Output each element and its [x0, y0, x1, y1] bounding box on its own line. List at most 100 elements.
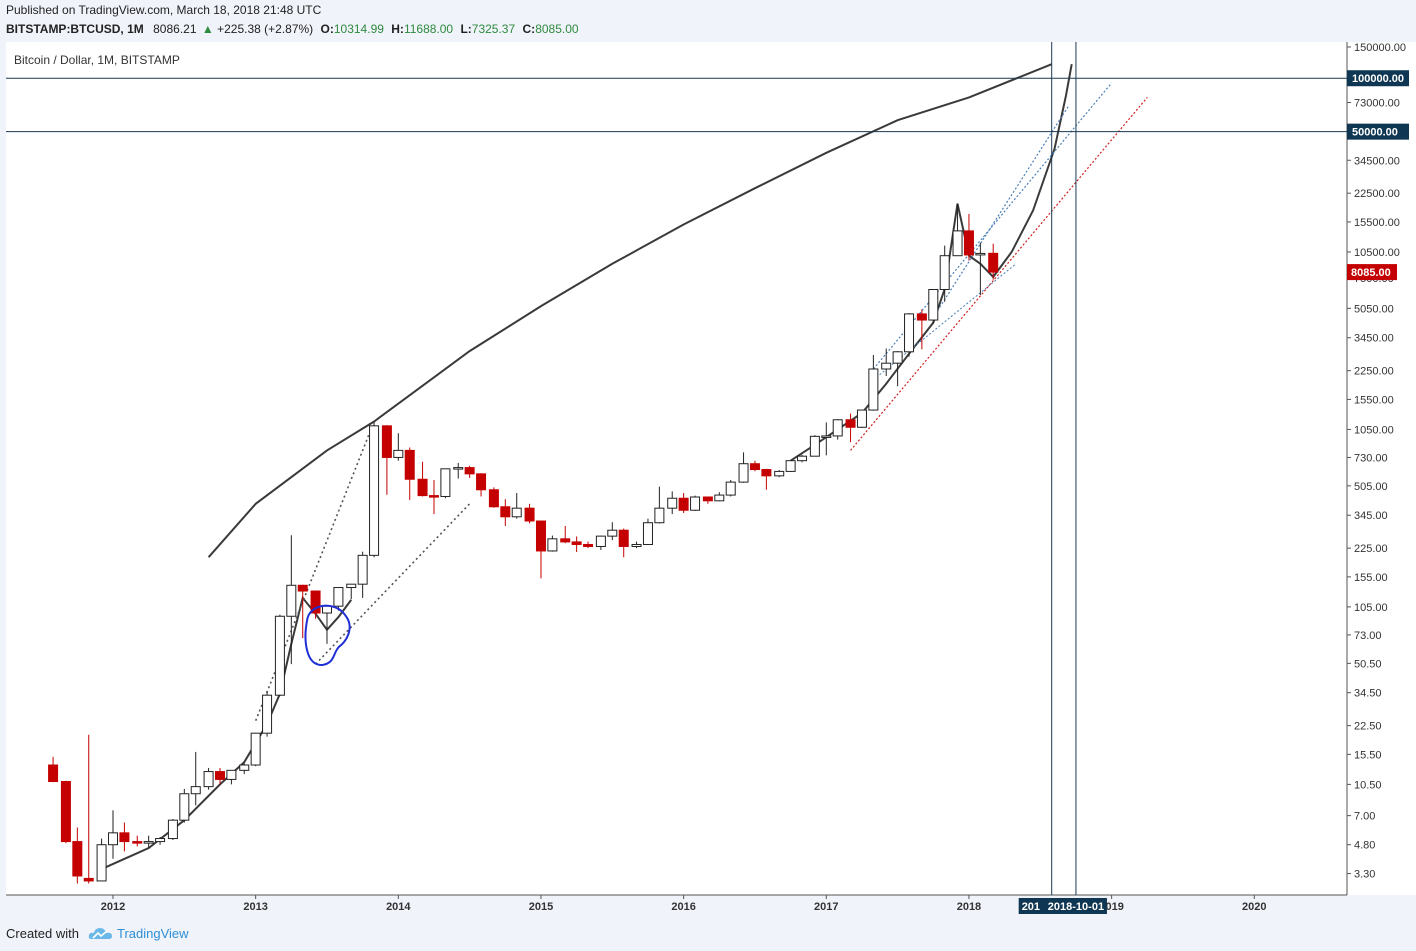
- y-tick-label: 225.00: [1354, 543, 1388, 555]
- low-value: 7325.37: [471, 22, 516, 36]
- candle-down: [48, 764, 59, 783]
- candle-up: [357, 554, 368, 585]
- last-price: 8086.21: [153, 22, 197, 36]
- candle-down: [404, 449, 415, 480]
- y-tick-label: 2250.00: [1354, 366, 1394, 378]
- candle-down: [702, 496, 713, 502]
- candle-up: [714, 494, 725, 502]
- vertical-line-label-bg: [1018, 898, 1052, 914]
- candle-down: [618, 529, 629, 547]
- vertical-line-label-bg: [1044, 898, 1107, 914]
- last-price-label: 8085.00: [1351, 267, 1391, 279]
- candle-up: [975, 252, 986, 256]
- symbol-label: BITSTAMP:BTCUSD, 1M: [6, 22, 144, 36]
- open-value: 10314.99: [333, 22, 384, 36]
- candle-up: [226, 769, 237, 780]
- candle-up: [797, 455, 808, 462]
- x-tick-label: 2018: [957, 901, 981, 913]
- candle-up: [286, 584, 297, 617]
- open-label: O:: [320, 22, 334, 36]
- tradingview-brand[interactable]: TradingView: [117, 926, 189, 941]
- dotted-trendline: [315, 503, 471, 665]
- chart-header: Published on TradingView.com, March 18, …: [0, 0, 1416, 42]
- candle-down: [761, 469, 772, 477]
- y-tick-label: 4.80: [1354, 840, 1375, 852]
- overlays: 100000.00 50000.00 201 2018-10-01 8085.00: [6, 42, 1409, 914]
- candle-up: [369, 425, 380, 556]
- y-tick-label: 730.00: [1354, 452, 1388, 464]
- candle-down: [297, 584, 308, 592]
- candle-up: [725, 481, 736, 496]
- candle-up: [203, 771, 214, 788]
- candle-up: [607, 529, 618, 537]
- candle-down: [488, 489, 499, 508]
- y-tick-label: 505.00: [1354, 481, 1388, 493]
- candle-up: [346, 583, 357, 589]
- footer: Created with TradingView: [0, 919, 1416, 951]
- y-tick-label: 15500.00: [1354, 217, 1400, 229]
- candle-up: [832, 419, 843, 437]
- candle-down: [583, 543, 594, 547]
- y-tick-label: 22.50: [1354, 721, 1382, 733]
- candle-up: [631, 543, 642, 547]
- candle-down: [132, 841, 143, 844]
- candle-up: [96, 844, 107, 882]
- price-chart[interactable]: 150000.00 100000.00 73000.00 50000.00 34500.…: [0, 0, 1416, 919]
- candle-up: [239, 764, 250, 771]
- y-tick-label: 155.00: [1354, 572, 1388, 584]
- candle-down: [464, 467, 475, 475]
- candle-down: [83, 877, 94, 882]
- y-tick-label: 3.30: [1354, 869, 1375, 881]
- up-arrow-icon: ▲: [201, 22, 214, 36]
- x-tick-label: 2014: [386, 901, 411, 913]
- candle-down: [524, 507, 535, 522]
- x-tick-label: 2016: [671, 901, 695, 913]
- published-note: Published on TradingView.com, March 18, …: [6, 3, 322, 17]
- hand-drawn-circle: [304, 604, 351, 666]
- high-label: H:: [391, 22, 404, 36]
- candle-down: [72, 841, 83, 877]
- candle-up: [667, 497, 678, 509]
- close-value: 8085.00: [535, 22, 579, 36]
- candle-up: [774, 470, 785, 477]
- y-tick-label: 34.50: [1354, 688, 1382, 700]
- horizontal-line-label: 100000.00: [1352, 73, 1404, 85]
- horizontal-line-label-bg: [1347, 123, 1409, 140]
- candle-down: [381, 425, 392, 458]
- candle-up: [738, 463, 749, 483]
- y-tick-label: 5050.00: [1354, 303, 1394, 315]
- candle-down: [214, 771, 225, 780]
- candle-up: [785, 460, 796, 472]
- candle-down: [60, 781, 71, 843]
- plot-area[interactable]: [6, 42, 1347, 895]
- candle-down: [417, 478, 428, 497]
- candle-up: [393, 449, 404, 458]
- y-tick-label: 10.50: [1354, 779, 1382, 791]
- x-tick-label: 2013: [243, 901, 267, 913]
- candle-up: [654, 507, 665, 524]
- horizontal-line-label-bg: [1347, 70, 1409, 87]
- last-price-label-bg: [1347, 264, 1397, 281]
- price-axis[interactable]: [1347, 42, 1416, 895]
- candle-down: [988, 252, 999, 273]
- candle-up: [274, 615, 285, 696]
- dotted-trendline-blue: [873, 263, 1017, 381]
- y-tick-label: 34500.00: [1354, 155, 1400, 167]
- candle-up: [107, 832, 118, 846]
- candle-down: [916, 313, 927, 321]
- candle-down: [428, 495, 439, 498]
- y-tick-label: 150000.00: [1354, 42, 1406, 54]
- candle-down: [963, 230, 974, 256]
- dotted-trendline-blue: [932, 105, 1070, 318]
- candle-down: [476, 473, 487, 491]
- candle-up: [167, 819, 178, 840]
- candle-down: [845, 419, 856, 428]
- candle-up: [642, 522, 653, 545]
- candle-up: [809, 435, 820, 457]
- candle-up: [595, 535, 606, 547]
- vertical-line-label: 2018-10-01: [1048, 901, 1104, 913]
- candle-down: [749, 463, 760, 471]
- y-tick-label: 15.50: [1354, 749, 1382, 761]
- candle-up: [179, 793, 190, 821]
- x-tick-label: 2015: [529, 901, 553, 913]
